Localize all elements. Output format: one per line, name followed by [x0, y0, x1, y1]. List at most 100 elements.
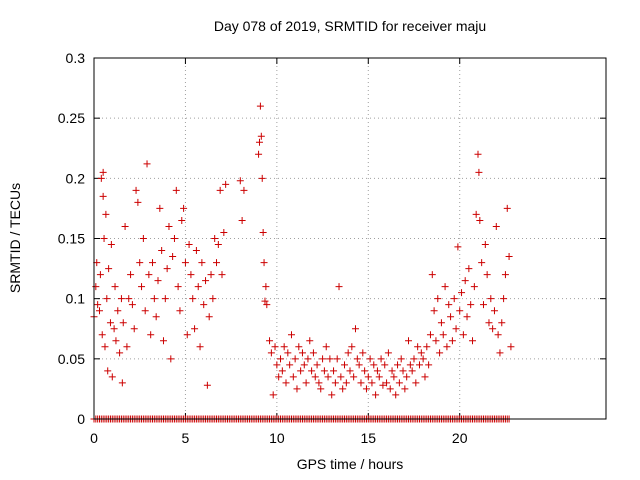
data-point [189, 295, 197, 303]
data-point [277, 355, 285, 363]
data-point [196, 343, 204, 351]
data-point [507, 343, 515, 351]
data-point [167, 355, 175, 363]
data-point [187, 271, 195, 279]
data-point [465, 265, 473, 273]
data-point [101, 343, 109, 351]
data-point [269, 391, 277, 399]
data-point [357, 379, 365, 387]
y-tick-label: 0.25 [58, 110, 85, 126]
data-point [152, 313, 160, 321]
data-point [114, 307, 122, 315]
data-point [496, 349, 504, 357]
data-point [100, 235, 108, 242]
y-tick-label: 0.3 [66, 50, 86, 66]
data-point [423, 343, 431, 351]
data-point [309, 349, 317, 357]
data-point [202, 277, 210, 285]
data-point [426, 331, 434, 339]
data-point [331, 379, 339, 387]
data-point [381, 361, 389, 369]
data-point [143, 160, 151, 168]
data-point [284, 349, 292, 357]
data-point [425, 361, 433, 369]
data-point [298, 349, 306, 357]
data-point [192, 247, 200, 255]
data-point [132, 186, 140, 194]
data-point [121, 222, 129, 230]
data-point [200, 301, 208, 309]
data-point [320, 367, 328, 375]
data-point [379, 381, 387, 389]
data-point [280, 343, 288, 351]
data-point [194, 283, 202, 291]
data-point [335, 283, 343, 291]
data-point [216, 186, 224, 194]
grid-layer [94, 58, 606, 419]
data-point [266, 337, 274, 345]
data-point [469, 337, 477, 345]
data-point [403, 373, 411, 381]
x-tick-label: 20 [452, 430, 468, 446]
data-point [112, 337, 120, 345]
data-point [383, 379, 391, 387]
data-point [263, 301, 271, 309]
data-point [401, 385, 409, 393]
y-tick-label: 0.1 [66, 291, 86, 307]
y-tick-label: 0.15 [58, 231, 85, 247]
data-point [98, 331, 106, 339]
data-point [456, 307, 464, 315]
y-tick-label: 0.05 [58, 351, 85, 367]
data-point [498, 319, 506, 327]
data-point [447, 313, 455, 321]
data-point [176, 307, 184, 315]
data-point [97, 174, 105, 182]
data-point [361, 367, 369, 375]
data-point [278, 367, 286, 375]
data-point [481, 241, 489, 249]
data-point [107, 241, 115, 249]
data-point [293, 385, 301, 393]
data-point [366, 355, 374, 363]
data-point [118, 379, 126, 387]
data-point [485, 319, 493, 327]
data-point [92, 283, 100, 291]
data-point [483, 271, 491, 279]
data-point [302, 379, 310, 387]
data-point [169, 253, 177, 261]
data-point [436, 349, 444, 357]
data-point [472, 210, 480, 218]
data-point [211, 235, 219, 242]
data-point [116, 349, 124, 357]
data-point [500, 295, 508, 303]
tick-layer: 0 0.05 0.1 0.15 0.2 0.25 0.3 0 5 10 15 20 [58, 50, 606, 446]
data-point [368, 379, 376, 387]
data-point [174, 283, 182, 291]
data-point [339, 385, 347, 393]
data-point [445, 301, 453, 309]
data-point [218, 271, 226, 279]
data-point [99, 192, 107, 200]
data-point [158, 247, 166, 255]
data-point [450, 295, 458, 303]
data-point [373, 367, 381, 375]
data-point [337, 373, 345, 381]
data-point [300, 361, 308, 369]
data-point [163, 265, 171, 273]
data-point [375, 373, 383, 381]
data-point [487, 295, 495, 303]
data-point [341, 361, 349, 369]
data-point [428, 271, 436, 279]
data-point [94, 301, 102, 309]
data-point [430, 307, 438, 315]
data-point [362, 385, 370, 393]
data-point [141, 307, 149, 315]
data-point [342, 379, 350, 387]
data-point [138, 283, 146, 291]
data-point [185, 241, 193, 249]
data-point [308, 367, 316, 375]
data-point [315, 379, 323, 387]
data-point [475, 168, 483, 176]
data-point [207, 271, 215, 279]
data-point [489, 325, 497, 333]
